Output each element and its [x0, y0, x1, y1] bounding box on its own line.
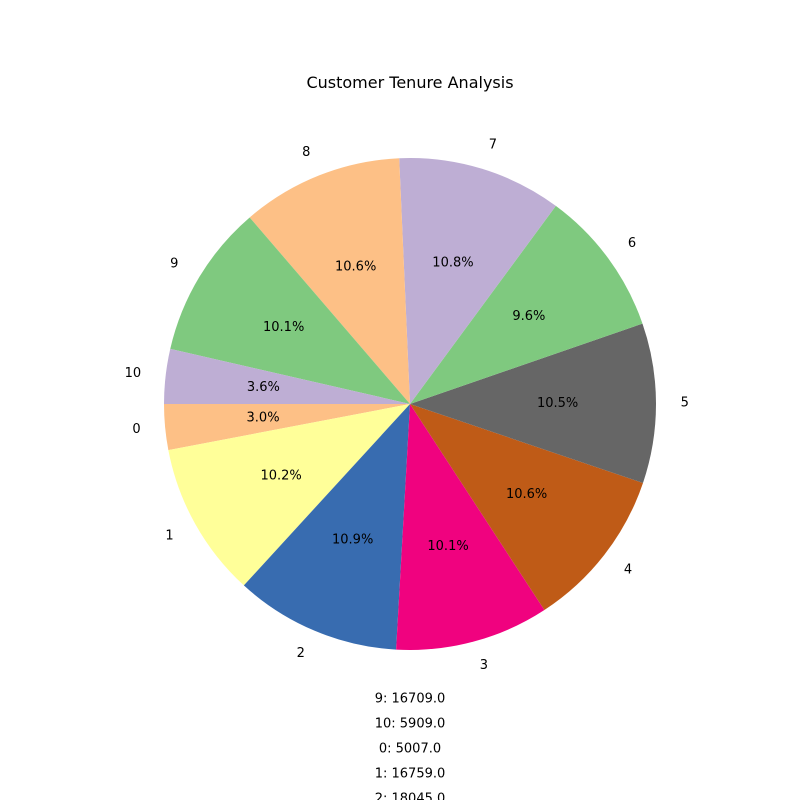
pie-category-label-3: 3: [480, 658, 488, 673]
pie-category-label-8: 8: [302, 145, 310, 160]
pie-slice-4: [410, 404, 643, 611]
pie-percent-label-1: 10.2%: [260, 468, 301, 483]
pie-category-label-9: 9: [170, 257, 178, 272]
pie-category-label-2: 2: [297, 646, 305, 661]
pie-category-label-4: 4: [624, 562, 632, 577]
pie-slice-6: [410, 205, 643, 404]
value-annotation: 2: 18045.0: [375, 792, 446, 800]
pie-percent-label-0: 3.0%: [247, 410, 280, 425]
pie-percent-label-8: 10.6%: [335, 259, 376, 274]
pie-category-label-7: 7: [489, 138, 497, 153]
pie-category-label-10: 10: [125, 366, 142, 381]
pie-percent-label-5: 10.5%: [537, 396, 578, 411]
pie-slice-2: [243, 404, 410, 650]
pie-slice-8: [249, 158, 410, 404]
pie-percent-label-4: 10.6%: [506, 487, 547, 502]
pie-category-labels: 0 1 2 3 4 5 6 7 8 9 10: [125, 138, 689, 673]
pie-percent-label-7: 10.8%: [432, 255, 473, 270]
pie-category-label-5: 5: [681, 396, 689, 411]
pie-slice-1: [168, 404, 410, 586]
pie-slice-10: [164, 348, 410, 404]
pie-percent-label-2: 10.9%: [332, 533, 373, 548]
pie-slice-0: [164, 404, 410, 451]
pie-slice-7: [399, 158, 556, 404]
value-annotation: 10: 5909.0: [375, 717, 446, 732]
pie-slices: [164, 158, 656, 650]
pie-category-label-0: 0: [132, 422, 140, 437]
pie-category-label-1: 1: [165, 528, 173, 543]
pie-slice-9: [170, 217, 410, 404]
value-annotation: 9: 16709.0: [375, 692, 446, 707]
value-annotations: 9: 16709.0 10: 5909.0 0: 5007.0 1: 16759.0 2…: [375, 692, 446, 800]
pie-percent-labels: 3.0% 10.2% 10.9% 10.1% 10.6% 10.5% 9.6% 10.8% 10…: [247, 255, 579, 554]
value-annotation: 1: 16759.0: [375, 767, 446, 782]
pie-percent-label-9: 10.1%: [263, 320, 304, 335]
pie-percent-label-3: 10.1%: [427, 539, 468, 554]
pie-percent-label-10: 3.6%: [247, 380, 280, 395]
pie-slice-3: [396, 404, 545, 650]
pie-category-label-6: 6: [628, 236, 636, 251]
pie-slice-5: [410, 323, 656, 483]
chart-title: Customer Tenure Analysis: [306, 73, 513, 92]
pie-percent-label-6: 9.6%: [512, 309, 545, 324]
value-annotation: 0: 5007.0: [379, 742, 441, 757]
